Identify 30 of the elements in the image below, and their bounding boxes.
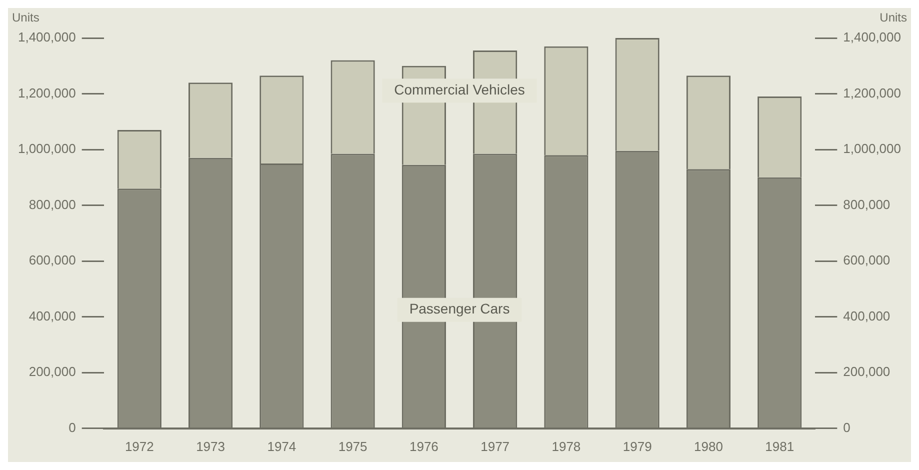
y-tick-label: 800,000: [28, 196, 76, 212]
y-axis-title: Units: [12, 10, 40, 24]
x-tick-label: 1976: [409, 438, 438, 454]
x-tick-label: 1977: [480, 438, 510, 454]
y-tick-label: 0: [68, 420, 76, 435]
y-tick-label: 1,200,000: [18, 85, 76, 100]
x-tick-label: 1974: [267, 438, 296, 454]
x-tick-label: 1979: [622, 438, 652, 454]
y2-tick-label: 400,000: [843, 308, 890, 324]
y2-tick-label: 1,200,000: [843, 85, 902, 100]
y2-tick-label: 1,400,000: [843, 30, 902, 45]
y2-tick-label: 200,000: [843, 364, 890, 380]
y-tick-label: 1,000,000: [18, 141, 76, 156]
series-label: Commercial Vehicles: [394, 81, 525, 98]
y2-tick-label: 800,000: [843, 196, 890, 212]
x-tick-label: 1978: [552, 438, 581, 454]
y2-axis-title: Units: [880, 10, 907, 24]
y-tick-label: 1,400,000: [18, 30, 76, 45]
y-tick-label: 600,000: [28, 252, 76, 268]
x-tick-label: 1973: [196, 438, 225, 454]
x-tick-label: 1981: [765, 438, 794, 454]
series-label: Passenger Cars: [409, 300, 510, 317]
x-tick-label: 1980: [694, 438, 723, 454]
y2-tick-label: 1,000,000: [843, 141, 902, 156]
x-tick-label: 1975: [338, 438, 368, 454]
y-tick-label: 400,000: [28, 308, 76, 324]
y2-tick-label: 0: [843, 420, 850, 435]
y2-tick-label: 600,000: [843, 252, 890, 268]
x-tick-label: 1972: [124, 438, 154, 454]
y-tick-label: 200,000: [28, 364, 76, 380]
